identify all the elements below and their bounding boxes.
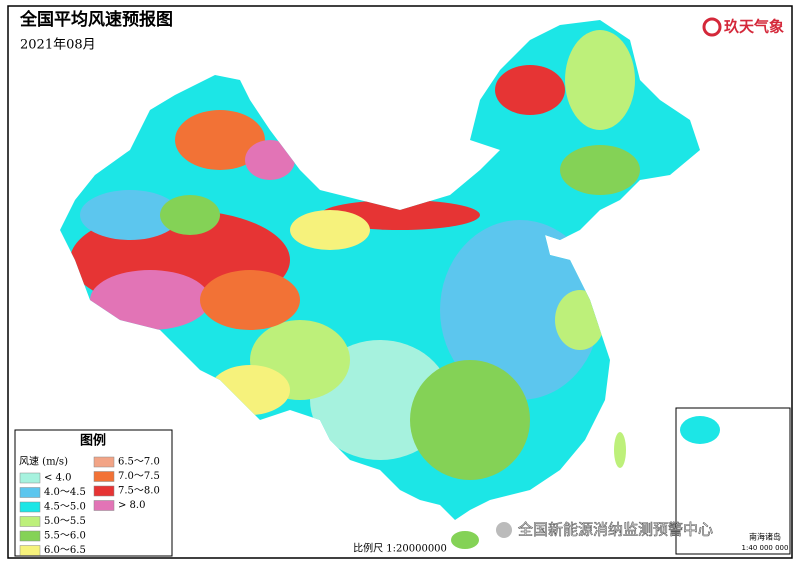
legend-label: 4.0～4.5 — [44, 487, 86, 498]
legend-swatch — [93, 456, 115, 468]
legend-unit: 风速 (m/s) — [19, 456, 68, 468]
legend-label: 7.5～8.0 — [118, 486, 160, 497]
inset-scale: 1:40 000 000 — [742, 544, 789, 552]
region — [210, 365, 290, 415]
island — [614, 432, 626, 468]
legend-swatch — [19, 530, 41, 542]
inset-land — [680, 416, 720, 444]
region — [160, 195, 220, 235]
region — [565, 30, 635, 130]
frame — [7, 5, 793, 559]
legend-swatch — [19, 545, 41, 556]
region — [90, 270, 210, 330]
region — [80, 190, 180, 240]
legend-box — [14, 429, 173, 557]
legend-swatch — [19, 487, 41, 498]
region — [245, 140, 295, 180]
logo: 玖天气象 — [724, 18, 784, 36]
region — [290, 210, 370, 250]
region — [495, 65, 565, 115]
title: 全国平均风速预报图 — [19, 9, 173, 30]
legend-label: > 8.0 — [118, 500, 145, 511]
legend-label: 6.0～6.5 — [44, 545, 86, 556]
legend-swatch — [93, 500, 115, 511]
legend-swatch — [19, 472, 41, 484]
inset-title: 南海诸岛 — [749, 532, 781, 542]
subtitle: 2021年08月 — [20, 38, 96, 53]
watermark: 全国新能源消纳监测预警中心 — [518, 521, 713, 539]
region — [555, 290, 605, 350]
legend-swatch — [19, 501, 41, 513]
legend-swatch — [93, 471, 115, 482]
legend-label: 5.5～6.0 — [44, 531, 86, 542]
watermark-icon — [496, 522, 512, 538]
region — [200, 270, 300, 330]
island — [451, 531, 479, 549]
region — [560, 145, 640, 195]
region — [440, 220, 600, 400]
legend-swatch — [19, 516, 41, 527]
legend-label: < 4.0 — [44, 473, 71, 484]
legend-label: 5.0～5.5 — [44, 516, 86, 527]
logo-icon — [702, 17, 722, 37]
legend-label: 7.0～7.5 — [118, 471, 160, 482]
legend-swatch — [93, 485, 115, 497]
legend-title: 图例 — [80, 433, 106, 449]
scale: 比例尺 1:20000000 — [353, 542, 447, 555]
legend-label: 4.5～5.0 — [44, 502, 86, 513]
region — [175, 110, 265, 170]
region — [410, 360, 530, 480]
legend-label: 6.5～7.0 — [118, 457, 160, 468]
